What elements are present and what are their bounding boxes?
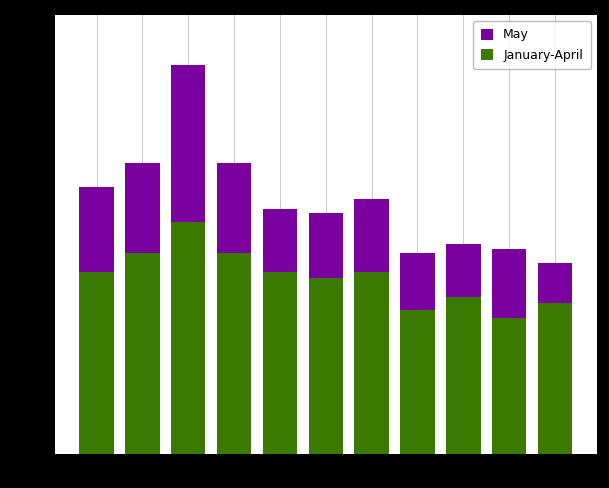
Bar: [217, 253, 252, 454]
Bar: [538, 263, 572, 303]
Bar: [217, 163, 252, 253]
Bar: [263, 209, 297, 272]
Legend: May, January-April: May, January-April: [473, 21, 591, 69]
Bar: [354, 272, 389, 454]
Bar: [400, 309, 435, 454]
Bar: [79, 272, 114, 454]
Bar: [171, 222, 205, 454]
Bar: [492, 249, 526, 318]
Bar: [492, 318, 526, 454]
Bar: [263, 272, 297, 454]
Bar: [79, 186, 114, 272]
Bar: [446, 297, 481, 454]
Bar: [171, 65, 205, 222]
Bar: [446, 244, 481, 297]
Bar: [309, 213, 343, 278]
Bar: [125, 163, 160, 253]
Bar: [125, 253, 160, 454]
Bar: [309, 278, 343, 454]
Bar: [400, 253, 435, 309]
Bar: [538, 303, 572, 454]
Bar: [354, 199, 389, 272]
